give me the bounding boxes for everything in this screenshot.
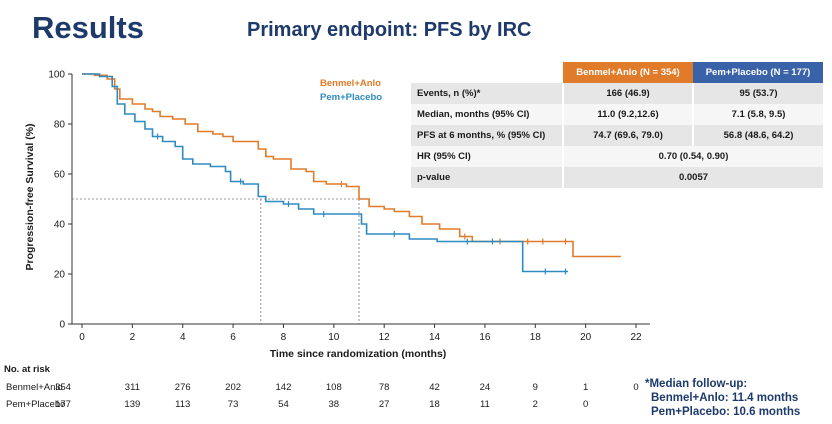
risk-row-label-benmel: Benmel+Anlo [6, 382, 63, 393]
x-tick-label: 0 [79, 332, 85, 343]
risk-count: 0 [633, 382, 638, 393]
risk-count: 54 [278, 399, 289, 410]
cell-pvalue: 0.0057 [562, 167, 823, 188]
x-tick-label: 14 [429, 332, 441, 343]
risk-count: 27 [379, 399, 390, 410]
risk-count: 139 [124, 399, 140, 410]
table-header-benmel: Benmel+Anlo (N = 354) [563, 62, 693, 83]
km-curve-pem [82, 73, 568, 273]
y-tick-label: 100 [48, 70, 65, 81]
cell-median-pem: 7.1 (5.8, 9.5) [692, 104, 823, 125]
y-axis-title: Progression-free Survival (%) [24, 123, 36, 270]
followup-title: *Median follow-up: [645, 378, 748, 390]
risk-count: 202 [225, 382, 241, 393]
x-tick-label: 12 [379, 332, 391, 343]
risk-count: 9 [533, 382, 538, 393]
risk-count: 311 [125, 382, 140, 393]
cell-pfs6-benmel: 74.7 (69.6, 79.0) [562, 125, 693, 146]
y-tick-label: 40 [54, 220, 66, 231]
risk-count: 354 [55, 382, 71, 393]
table-row: HR (95% CI) 0.70 (0.54, 0.90) [411, 146, 823, 167]
table-row: p-value 0.0057 [411, 167, 823, 188]
risk-count: 108 [326, 382, 342, 393]
table-row: Events, n (%)* 166 (46.9) 95 (53.7) [411, 83, 823, 104]
risk-count: 1 [583, 382, 588, 393]
axes-layer: 0 20 40 60 80 100 0 2 4 6 8 10 12 14 16 18 20 22 [48, 70, 650, 343]
x-tick-label: 4 [180, 332, 186, 343]
y-tick-label: 20 [54, 270, 66, 281]
cell-hr: 0.70 (0.54, 0.90) [562, 146, 823, 167]
table-header-pem: Pem+Placebo (N = 177) [693, 62, 823, 83]
risk-count: 38 [329, 399, 340, 410]
risk-row-label-pem: Pem+Placebo [6, 399, 65, 410]
x-tick-label: 18 [530, 332, 542, 343]
row-label-pvalue: p-value [411, 167, 563, 188]
risk-table-title: No. at risk [4, 364, 51, 375]
x-tick-label: 2 [130, 332, 136, 343]
slide-subtitle: Primary endpoint: PFS by IRC [247, 19, 532, 41]
x-tick-label: 16 [479, 332, 491, 343]
followup-pem: Pem+Placebo: 10.6 months [651, 406, 801, 418]
risk-count: 78 [379, 382, 390, 393]
slide-title: Results [32, 10, 144, 45]
followup-note: *Median follow-up: Benmel+Anlo: 11.4 mon… [645, 377, 800, 419]
y-tick-label: 60 [54, 170, 66, 181]
risk-table-counts: 354 311 276 202 142 108 78 42 24 9 1 0 177 139 113 73 54… [55, 382, 639, 410]
cell-median-benmel: 11.0 (9.2,12.6) [562, 104, 693, 125]
x-tick-label: 10 [328, 332, 340, 343]
table-header-blank [411, 62, 563, 83]
risk-count: 113 [175, 399, 190, 410]
risk-count: 11 [480, 399, 490, 410]
cell-events-benmel: 166 (46.9) [562, 83, 693, 104]
curves-layer [82, 73, 621, 275]
x-axis-title: Time since randomization (months) [270, 348, 447, 360]
table-row: PFS at 6 months, % (95% CI) 74.7 (69.6, … [411, 125, 823, 146]
results-table: Benmel+Anlo (N = 354) Pem+Placebo (N = 1… [411, 62, 823, 188]
row-label-pfs6: PFS at 6 months, % (95% CI) [411, 125, 563, 146]
followup-benmel: Benmel+Anlo: 11.4 months [651, 392, 799, 404]
y-tick-label: 80 [54, 120, 66, 131]
cell-events-pem: 95 (53.7) [692, 83, 823, 104]
km-curve-benmel [82, 73, 621, 258]
risk-count: 0 [583, 399, 588, 410]
row-label-hr: HR (95% CI) [411, 146, 563, 167]
cell-pfs6-pem: 56.8 (48.6, 64.2) [692, 125, 823, 146]
risk-count: 276 [175, 382, 191, 393]
risk-count: 177 [55, 399, 71, 410]
x-tick-label: 8 [281, 332, 287, 343]
risk-count: 2 [533, 399, 538, 410]
legend-benmel: Benmel+Anlo [320, 78, 381, 89]
risk-count: 24 [480, 382, 491, 393]
x-tick-label: 6 [230, 332, 236, 343]
risk-count: 42 [429, 382, 440, 393]
x-tick-label: 22 [630, 332, 642, 343]
row-label-events: Events, n (%)* [411, 83, 563, 104]
table-row: Median, months (95% CI) 11.0 (9.2,12.6) … [411, 104, 823, 125]
x-tick-label: 20 [580, 332, 592, 343]
table-header-row: Benmel+Anlo (N = 354) Pem+Placebo (N = 1… [411, 62, 823, 83]
y-tick-label: 0 [59, 320, 65, 331]
risk-count: 142 [276, 382, 292, 393]
risk-count: 73 [228, 399, 239, 410]
row-label-median: Median, months (95% CI) [411, 104, 563, 125]
risk-count: 18 [429, 399, 440, 410]
legend-pem: Pem+Placebo [320, 92, 382, 103]
